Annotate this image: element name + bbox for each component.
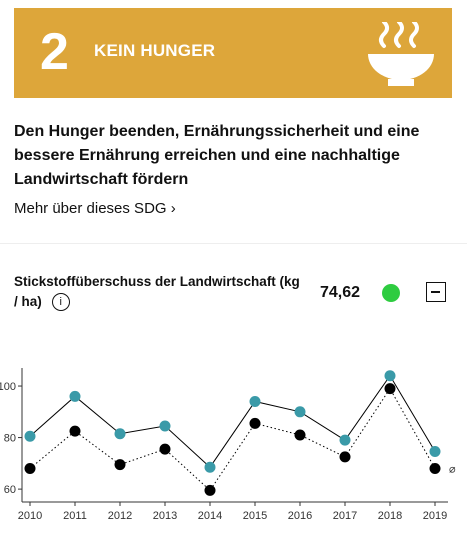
data-point-black	[159, 443, 171, 455]
data-point-black	[384, 383, 396, 395]
x-tick-label: 2010	[18, 510, 42, 522]
y-tick-label: 100	[0, 381, 16, 393]
indicator-title: Stickstoffüberschuss der Landwirtschaft …	[14, 272, 304, 312]
data-point-black	[114, 459, 126, 471]
data-point-black	[294, 429, 306, 441]
data-point-teal	[294, 406, 306, 418]
x-tick-label: 2018	[378, 510, 402, 522]
x-tick-label: 2012	[108, 510, 132, 522]
sdg-title: KEIN HUNGER	[94, 41, 216, 60]
data-point-teal	[429, 445, 441, 457]
x-tick-label: 2014	[198, 510, 222, 522]
data-point-black	[429, 463, 441, 474]
data-point-black	[249, 417, 261, 429]
more-about-sdg-link[interactable]: Mehr über dieses SDG ›	[14, 200, 176, 217]
average-symbol: ⌀	[449, 464, 456, 476]
indicator-title-text: Stickstoffüberschuss der Landwirtschaft …	[14, 274, 300, 309]
y-tick-label: 80	[4, 433, 16, 445]
data-point-teal	[69, 390, 81, 402]
x-tick-label: 2017	[333, 510, 357, 522]
sdg-description: Den Hunger beenden, Ernährungssicherheit…	[14, 123, 420, 188]
data-point-teal	[204, 461, 216, 473]
data-point-teal	[114, 428, 126, 440]
series-line-dotted	[29, 387, 436, 492]
sdg-number: 2	[40, 23, 69, 81]
x-tick-label: 2011	[63, 510, 87, 522]
data-point-teal	[249, 396, 261, 407]
data-point-teal	[159, 420, 171, 432]
info-icon[interactable]: i	[51, 293, 70, 312]
status-dot	[382, 284, 400, 302]
indicator-value: 74,62	[320, 284, 361, 301]
data-point-black	[204, 484, 216, 496]
data-point-teal	[24, 430, 36, 442]
soup-bowl-icon	[368, 22, 434, 86]
y-tick-label: 60	[4, 484, 16, 496]
collapse-button[interactable]	[426, 282, 446, 302]
x-tick-label: 2019	[423, 510, 447, 522]
x-tick-label: 2016	[288, 510, 312, 522]
data-point-black	[69, 425, 81, 437]
x-tick-label: 2015	[243, 510, 267, 522]
data-point-black	[24, 463, 36, 474]
sdg-banner: 2 KEIN HUNGER	[14, 8, 452, 98]
line-chart: 60 80 100 2010 2011 2012 2013 2014 2015 2016 2017 2…	[0, 368, 456, 522]
data-point-teal	[339, 434, 351, 446]
divider	[0, 243, 467, 244]
data-point-teal	[384, 370, 396, 382]
data-point-black	[339, 451, 351, 463]
x-tick-label: 2013	[153, 510, 177, 522]
series-line-solid	[29, 374, 436, 468]
